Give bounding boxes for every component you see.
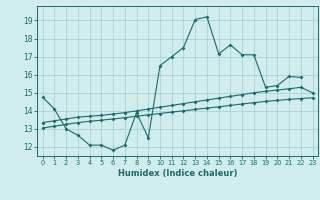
X-axis label: Humidex (Indice chaleur): Humidex (Indice chaleur)	[118, 169, 237, 178]
